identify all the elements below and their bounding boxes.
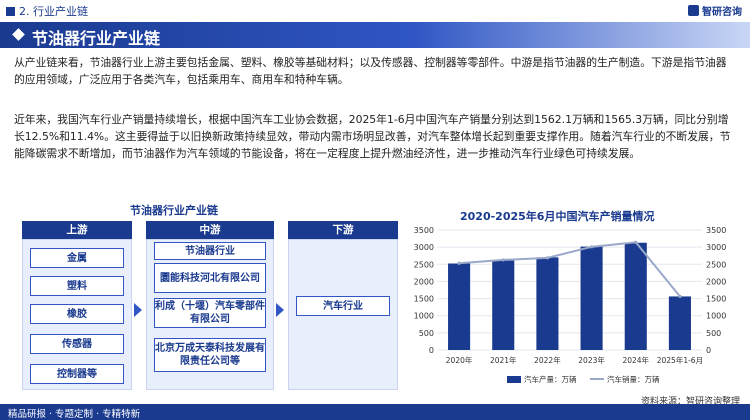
y-tick-label-right: 2000 [706,277,726,286]
section-square-icon [6,6,15,16]
midstream-item-industry: 节油器行业 [154,242,266,260]
section-label: 2. 行业产业链 [6,3,88,19]
sales-line [459,241,681,297]
y-tick-label-left: 0 [429,346,434,355]
x-tick-label: 2023年 [578,355,605,365]
midstream-item-company-2: 利成（十堰）汽车零部件有限公司 [154,298,266,328]
paragraph-chain-intro: 从产业链来看，节油器行业上游主要包括金属、塑料、橡胶等基础材料；以及传感器、控制… [14,56,727,86]
y-tick-label-left: 3500 [414,226,434,235]
y-tick-label-right: 0 [706,346,711,355]
line-point [457,261,461,265]
upstream-item-metal: 金属 [30,248,124,268]
y-tick-label-left: 1000 [414,312,434,321]
x-tick-label: 2020年 [446,355,473,365]
bar [668,296,691,350]
y-tick-label-right: 3500 [706,226,726,235]
x-tick-label: 2021年 [490,355,517,365]
legend-swatch-bar [507,376,521,383]
source-note: 资料来源：智研咨询整理 [640,397,740,407]
legend-label-line: 汽车销量：万辆 [607,374,660,384]
upstream-header: 上游 [22,221,132,239]
midstream-item-company-1: 圜能科技河北有限公司 [154,263,266,293]
y-tick-label-right: 1500 [706,295,726,304]
chart-title: 2020-2025年6月中国汽车产销量情况 [460,210,655,223]
upstream-item-sensor: 传感器 [30,334,124,354]
y-tick-label-left: 3000 [414,243,434,252]
top-bar: 2. 行业产业链 智研咨询 [0,0,750,20]
upstream-item-plastic: 塑料 [30,276,124,296]
footer-tagline: 精品研报 · 专题定制 · 专精特新 [8,409,141,420]
y-tick-label-left: 2000 [414,277,434,286]
line-point [634,240,638,244]
y-tick-label-left: 500 [419,329,434,338]
upstream-item-controller: 控制器等 [30,364,124,384]
upstream-item-rubber: 橡胶 [30,304,124,324]
arrow-right-icon [276,303,284,317]
x-tick-label: 2024年 [622,355,649,365]
paragraph-market: 近年来，我国汽车行业产销量持续增长，根据中国汽车工业协会数据，2025年1-6月… [14,113,731,160]
bar [492,260,515,350]
arrow-right-icon [134,303,142,317]
y-tick-label-right: 1000 [706,312,726,321]
y-tick-label-left: 2500 [414,260,434,269]
page-title: 节油器行业产业链 [32,29,161,48]
chain-title: 节油器行业产业链 [130,204,218,217]
midstream-item-company-3: 北京万成天泰科技发展有限责任公司等 [154,338,266,372]
y-tick-label-left: 1500 [414,295,434,304]
x-tick-label: 2022年 [534,355,561,365]
midstream-header: 中游 [146,221,274,239]
bar [580,246,603,350]
y-tick-label-right: 2500 [706,260,726,269]
brand-text: 智研咨询 [702,7,742,18]
line-point [545,256,550,260]
legend-label-bar: 汽车产量：万辆 [524,374,577,384]
section-text: 2. 行业产业链 [19,5,88,18]
line-point [589,245,594,249]
brand-mark-icon [688,5,699,16]
bar [536,257,559,350]
footer-bar: 精品研报 · 专题定制 · 专精特新 [0,404,750,420]
downstream-header: 下游 [288,221,398,239]
downstream-item-auto: 汽车行业 [296,296,390,316]
y-tick-label-right: 3000 [706,243,726,252]
diamond-icon [12,28,25,41]
page-title-band: 节油器行业产业链 [0,22,750,48]
line-point [678,294,682,298]
y-tick-label-right: 500 [706,329,721,338]
bar [624,242,647,350]
brand-logo: 智研咨询 [688,3,742,18]
bar [448,263,471,350]
sales-chart: 0 0 500 500 1000 1000 1500 1500 2000 2000 2500 2500… [414,226,727,384]
line-point [501,258,505,262]
x-tick-label: 2025年1-6月 [657,355,703,365]
